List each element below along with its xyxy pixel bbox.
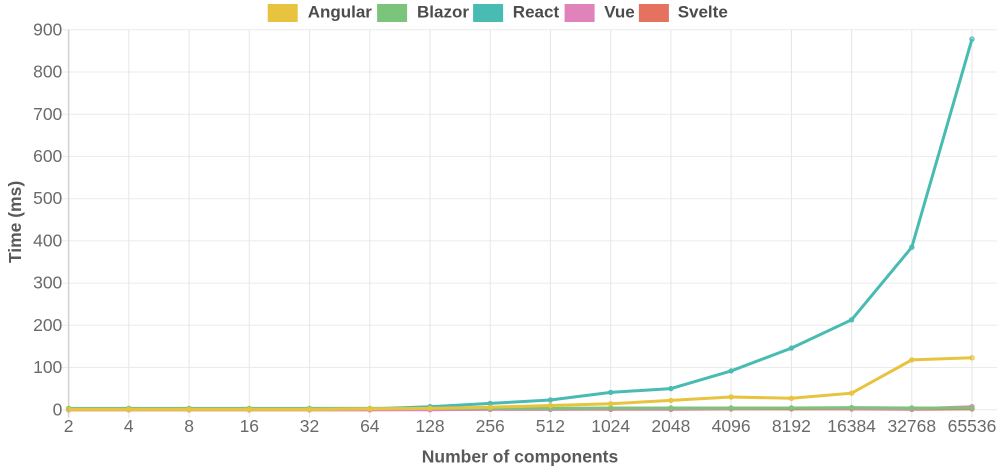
svg-text:Time (ms): Time (ms) — [5, 181, 25, 263]
svg-text:4: 4 — [124, 416, 134, 436]
svg-text:128: 128 — [415, 416, 444, 436]
svg-text:800: 800 — [33, 62, 62, 82]
svg-text:65536: 65536 — [948, 416, 997, 436]
svg-text:32768: 32768 — [887, 416, 936, 436]
svg-text:300: 300 — [33, 273, 62, 293]
svg-text:Angular: Angular — [308, 3, 373, 22]
svg-text:2048: 2048 — [651, 416, 690, 436]
svg-text:32: 32 — [300, 416, 319, 436]
svg-text:200: 200 — [33, 315, 62, 335]
svg-text:256: 256 — [476, 416, 505, 436]
svg-text:100: 100 — [33, 357, 62, 377]
svg-text:64: 64 — [360, 416, 380, 436]
svg-text:4096: 4096 — [712, 416, 751, 436]
svg-text:400: 400 — [33, 231, 62, 251]
svg-text:8: 8 — [184, 416, 194, 436]
svg-text:512: 512 — [536, 416, 565, 436]
svg-text:500: 500 — [33, 188, 62, 208]
svg-text:700: 700 — [33, 104, 62, 124]
svg-text:8192: 8192 — [772, 416, 811, 436]
svg-text:Vue: Vue — [604, 3, 635, 22]
svg-text:React: React — [513, 3, 560, 22]
svg-text:16: 16 — [240, 416, 259, 436]
svg-text:600: 600 — [33, 146, 62, 166]
svg-text:Svelte: Svelte — [678, 3, 728, 22]
svg-text:1024: 1024 — [591, 416, 630, 436]
svg-text:Number of components: Number of components — [422, 447, 619, 467]
svg-text:2: 2 — [64, 416, 74, 436]
svg-text:16384: 16384 — [827, 416, 876, 436]
svg-text:Blazor: Blazor — [417, 3, 469, 22]
svg-text:900: 900 — [33, 19, 62, 39]
svg-text:0: 0 — [53, 399, 63, 419]
